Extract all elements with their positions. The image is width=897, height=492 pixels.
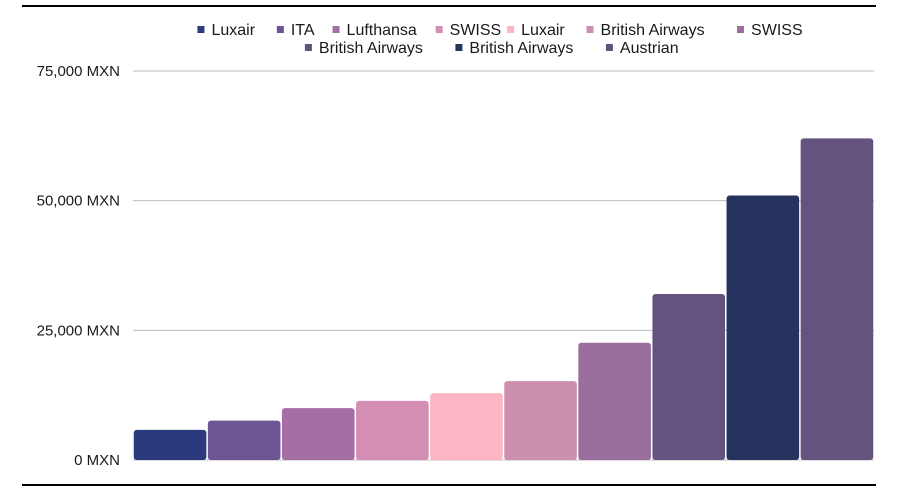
bars — [133, 138, 874, 461]
bar — [652, 294, 726, 460]
y-axis-ticks: 0 MXN 25,000 MXN 50,000 MXN 75,000 MXN — [37, 63, 120, 469]
legend-marker — [605, 44, 613, 51]
legend-marker — [304, 44, 312, 51]
legend-label: Luxair — [521, 22, 565, 39]
legend-label: British Airways — [601, 22, 705, 39]
legend-label: SWISS — [751, 22, 803, 39]
legend-label: SWISS — [450, 22, 502, 39]
bar — [430, 393, 503, 460]
legend-label: ITA — [291, 22, 315, 39]
legend-marker — [586, 26, 594, 33]
legend-label: British Airways — [319, 40, 423, 57]
legend: Luxair ITA Lufthansa SWISS Luxair British Air… — [197, 22, 803, 57]
legend-marker — [737, 26, 745, 33]
bar — [207, 420, 281, 460]
legend-marker — [276, 26, 284, 33]
legend-marker — [435, 26, 443, 33]
legend-label: Luxair — [211, 22, 255, 39]
y-tick-label: 50,000 MXN — [37, 193, 120, 210]
y-tick-label: 0 MXN — [74, 452, 120, 469]
bar — [800, 138, 874, 460]
y-tick-label: 25,000 MXN — [37, 322, 120, 339]
bar — [281, 408, 355, 460]
legend-marker — [332, 26, 340, 33]
legend-marker — [507, 26, 515, 33]
legend-label: Austrian — [620, 40, 679, 57]
legend-label: Lufthansa — [347, 22, 417, 39]
bar — [504, 381, 577, 460]
bar — [726, 195, 800, 461]
legend-marker — [197, 26, 205, 33]
bar — [578, 342, 651, 460]
y-tick-label: 75,000 MXN — [37, 63, 120, 80]
bar — [133, 429, 207, 460]
bar — [356, 400, 429, 460]
legend-marker — [455, 44, 463, 51]
legend-label: British Airways — [469, 40, 573, 57]
